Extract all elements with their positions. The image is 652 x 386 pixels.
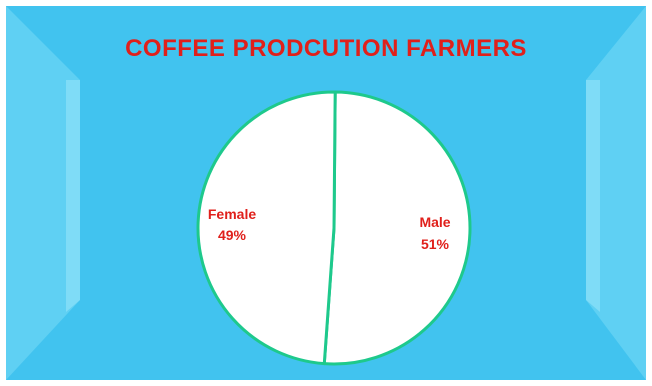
bevel-left-top [6,6,80,380]
bevel-right-top [586,6,646,380]
slice-label-male-name: Male [419,214,450,230]
bevel-right-edge [586,80,600,312]
slice-labels: Female 49% Male 51% [208,206,451,252]
slice-label-male-value: 51% [421,236,450,252]
pie-slice-male [322,90,472,366]
slice-label-female-name: Female [208,206,256,222]
bevel-left-edge [66,80,80,312]
chart-title: COFFEE PRODCUTION FARMERS [125,35,527,62]
slice-label-female-value: 49% [218,227,247,243]
pie-slice-female [196,90,337,366]
pie-slices [196,90,472,366]
